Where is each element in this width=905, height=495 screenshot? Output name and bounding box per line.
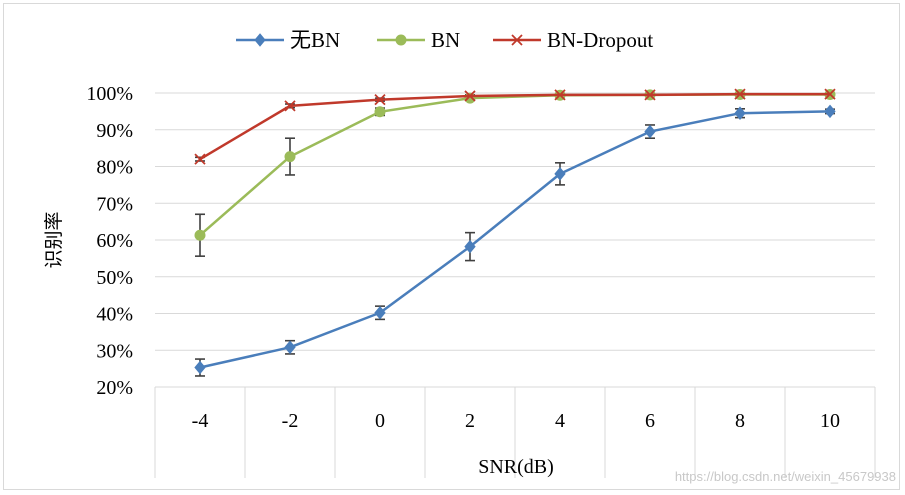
legend-label: BN-Dropout	[547, 28, 653, 52]
legend-entry: 无BN	[236, 28, 340, 52]
y-tick-label: 30%	[96, 340, 133, 362]
chart-frame	[3, 3, 900, 490]
point-circle	[284, 151, 296, 163]
point-x-stroke	[824, 88, 836, 100]
legend-label: 无BN	[290, 28, 340, 52]
point-x	[734, 88, 746, 100]
point-x-stroke	[464, 90, 476, 102]
x-tick-label: 4	[555, 410, 565, 432]
point-diamond	[284, 340, 296, 355]
point-diamond	[824, 104, 836, 119]
point-diamond	[464, 239, 476, 254]
point-x-stroke	[554, 89, 566, 101]
y-tick-label: 40%	[96, 304, 133, 326]
point-x	[284, 100, 296, 112]
point-x	[464, 90, 476, 102]
series-2	[194, 88, 836, 165]
x-tick-label: 6	[645, 410, 655, 432]
point-x	[374, 93, 386, 106]
watermark: https://blog.csdn.net/weixin_45679938	[675, 469, 896, 484]
x-tick-label: 2	[465, 410, 475, 432]
y-tick-label: 70%	[96, 193, 133, 215]
series-0	[194, 104, 836, 375]
legend-entry: BN	[377, 28, 460, 52]
y-tick-label: 60%	[96, 230, 133, 252]
point-diamond	[554, 167, 566, 181]
point-x-stroke	[194, 153, 206, 165]
legend-label: BN	[431, 28, 460, 52]
x-tick-label: 10	[820, 410, 840, 432]
x-tick-label: 8	[735, 410, 745, 432]
x-tick-label: -2	[282, 410, 299, 432]
point-circle	[194, 229, 206, 241]
series-line	[199, 110, 831, 369]
point-circle	[464, 92, 476, 104]
point-diamond	[254, 33, 266, 47]
y-tick-label: 50%	[96, 267, 133, 289]
point-diamond	[194, 360, 206, 375]
point-x	[824, 88, 836, 100]
point-x	[554, 89, 566, 101]
y-tick-label: 100%	[86, 83, 133, 105]
legend: 无BN BN BN-Dropout	[236, 28, 653, 52]
point-x-stroke	[734, 88, 746, 100]
y-tick-label: 20%	[96, 377, 133, 399]
series-line	[199, 92, 830, 161]
x-axis-label: SNR(dB)	[478, 456, 554, 478]
point-diamond	[644, 124, 656, 139]
point-diamond	[374, 305, 386, 320]
series-layer	[194, 88, 836, 375]
legend-entry: BN-Dropout	[493, 28, 653, 52]
point-circle	[395, 34, 407, 46]
point-x-stroke	[374, 93, 386, 106]
point-x-stroke	[644, 89, 656, 101]
point-x-stroke	[511, 34, 523, 46]
x-tick-label: 0	[375, 410, 385, 432]
y-axis-label: 识别率	[43, 211, 65, 268]
x-tick-label: -4	[192, 410, 209, 432]
y-tick-label: 80%	[96, 157, 133, 179]
point-circle	[374, 106, 386, 118]
point-x-stroke	[284, 100, 296, 112]
point-diamond	[734, 106, 746, 120]
point-x	[511, 34, 523, 46]
y-tick-labels: 20% 30% 40% 50% 60% 70% 80% 90% 100%	[86, 83, 133, 399]
y-tick-label: 90%	[96, 120, 133, 142]
point-x	[644, 89, 656, 101]
point-x	[194, 153, 206, 165]
x-category-table: -4 -2 0 2 4 6 8 10	[154, 387, 876, 478]
